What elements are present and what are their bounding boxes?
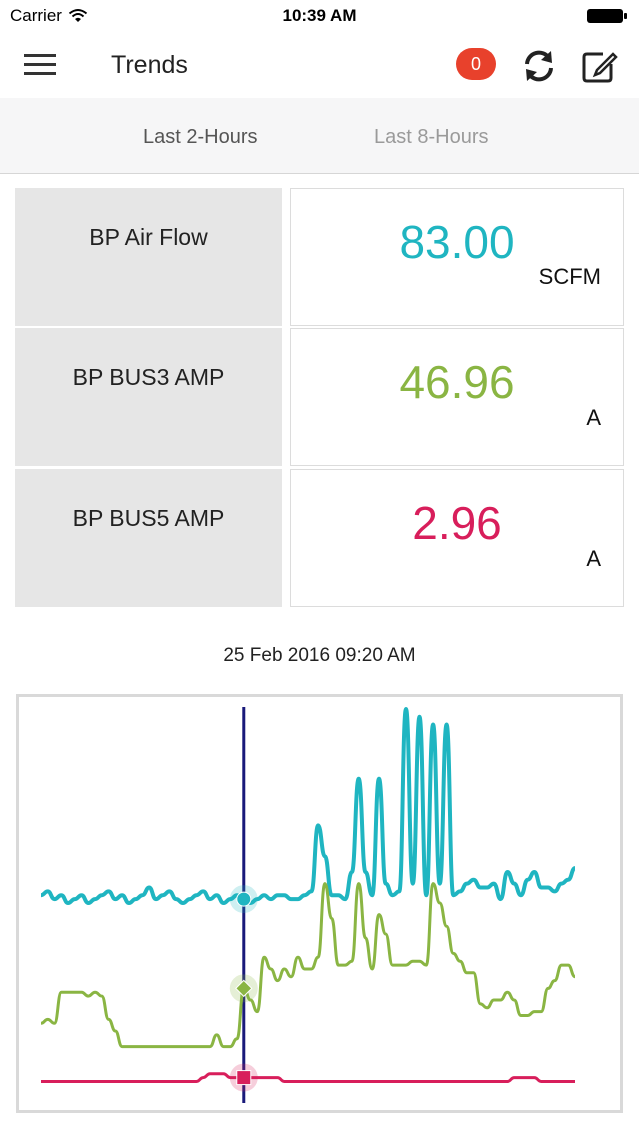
- cursor-marker-bus5-amp: [236, 1070, 252, 1086]
- status-bar: Carrier 10:39 AM: [0, 0, 639, 32]
- metric-value: 46.96: [399, 356, 515, 408]
- nav-bar: Trends 0: [0, 32, 639, 98]
- series-line-bus5-amp: [40, 1072, 575, 1083]
- status-time: 10:39 AM: [282, 6, 357, 25]
- metric-row-bus5-amp[interactable]: BP BUS5 AMP 2.96 A: [15, 469, 624, 607]
- refresh-icon[interactable]: [521, 48, 557, 84]
- metric-label: BP BUS5 AMP: [15, 469, 282, 607]
- metric-row-bus3-amp[interactable]: BP BUS3 AMP 46.96 A: [15, 328, 624, 466]
- carrier-indicator: Carrier: [10, 6, 88, 26]
- trend-chart-svg[interactable]: [19, 697, 620, 1110]
- metric-unit: A: [586, 405, 601, 430]
- tab-last-2-hours[interactable]: Last 2-Hours: [143, 126, 258, 148]
- metric-value: 83.00: [399, 216, 515, 268]
- metric-value-box: 83.00 SCFM: [290, 188, 624, 326]
- metric-value-box: 2.96 A: [290, 469, 624, 607]
- series-line-bus3-amp: [40, 882, 576, 1049]
- metric-row-air-flow[interactable]: BP Air Flow 83.00 SCFM: [15, 188, 624, 326]
- metric-label: BP BUS3 AMP: [15, 328, 282, 466]
- tab-last-8-hours[interactable]: Last 8-Hours: [374, 126, 489, 148]
- metric-unit: SCFM: [538, 264, 601, 289]
- battery-icon: [587, 9, 627, 23]
- metric-value: 2.96: [412, 497, 502, 549]
- cursor-marker-air-flow: [236, 891, 252, 907]
- range-tabs: Last 2-Hours Last 8-Hours: [0, 98, 639, 174]
- cursor-marker-bus3-amp: [235, 979, 253, 998]
- carrier-label: Carrier: [10, 6, 62, 25]
- edit-icon[interactable]: [581, 48, 619, 84]
- metric-unit: A: [586, 546, 601, 571]
- trend-chart[interactable]: [16, 694, 623, 1113]
- metric-value-box: 46.96 A: [290, 328, 624, 466]
- notification-badge[interactable]: 0: [456, 48, 496, 80]
- menu-icon[interactable]: [22, 50, 58, 80]
- cursor-timestamp: 25 Feb 2016 09:20 AM: [223, 645, 416, 666]
- page-title: Trends: [111, 51, 188, 79]
- series-line-air-flow: [40, 707, 576, 905]
- wifi-icon: [68, 9, 88, 22]
- metric-label: BP Air Flow: [15, 188, 282, 326]
